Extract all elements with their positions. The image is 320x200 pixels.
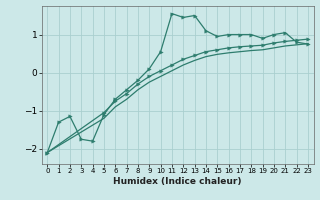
X-axis label: Humidex (Indice chaleur): Humidex (Indice chaleur) <box>113 177 242 186</box>
